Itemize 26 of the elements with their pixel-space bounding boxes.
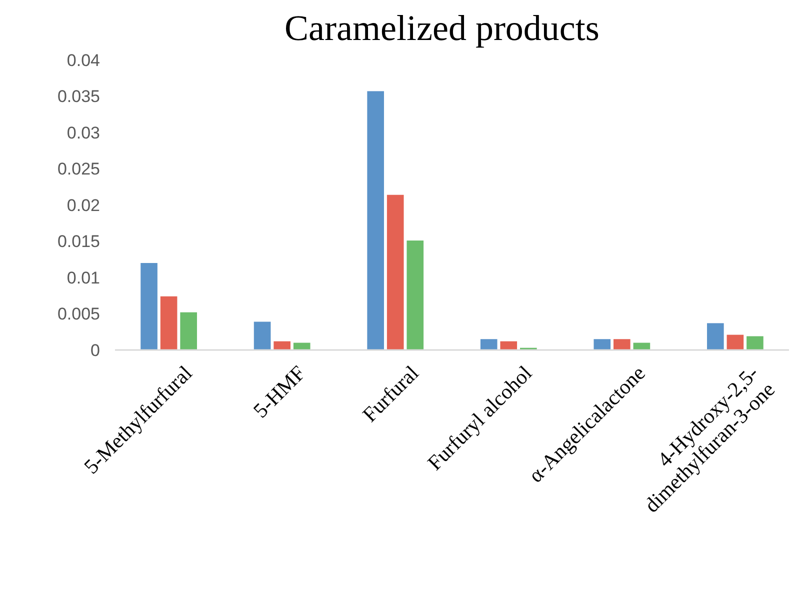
y-tick-label: 0.04 [66,50,100,70]
y-tick-label: 0.005 [57,304,100,324]
bar [707,323,724,350]
y-tick-label: 0.025 [57,160,100,179]
bar [293,342,310,350]
y-tick-label: 0 [90,340,100,360]
bar [140,263,158,350]
bar [386,194,404,350]
y-tick-label: 0.01 [66,268,100,288]
bar [180,312,197,350]
y-tick-label: 0.035 [57,87,100,106]
bar [500,341,518,350]
bar [614,339,630,350]
chart-title: Caramelized products [284,8,600,48]
bar [406,240,424,350]
bar [746,336,764,350]
bar [480,339,498,350]
bar [594,339,611,350]
y-tick-label: 0.02 [66,196,100,215]
bar [274,341,290,350]
bar [160,296,178,350]
y-tick-label: 0.03 [66,123,100,142]
y-tick-label: 0.015 [57,232,100,252]
bar [367,91,384,350]
bar [254,322,271,350]
bar [726,334,744,350]
